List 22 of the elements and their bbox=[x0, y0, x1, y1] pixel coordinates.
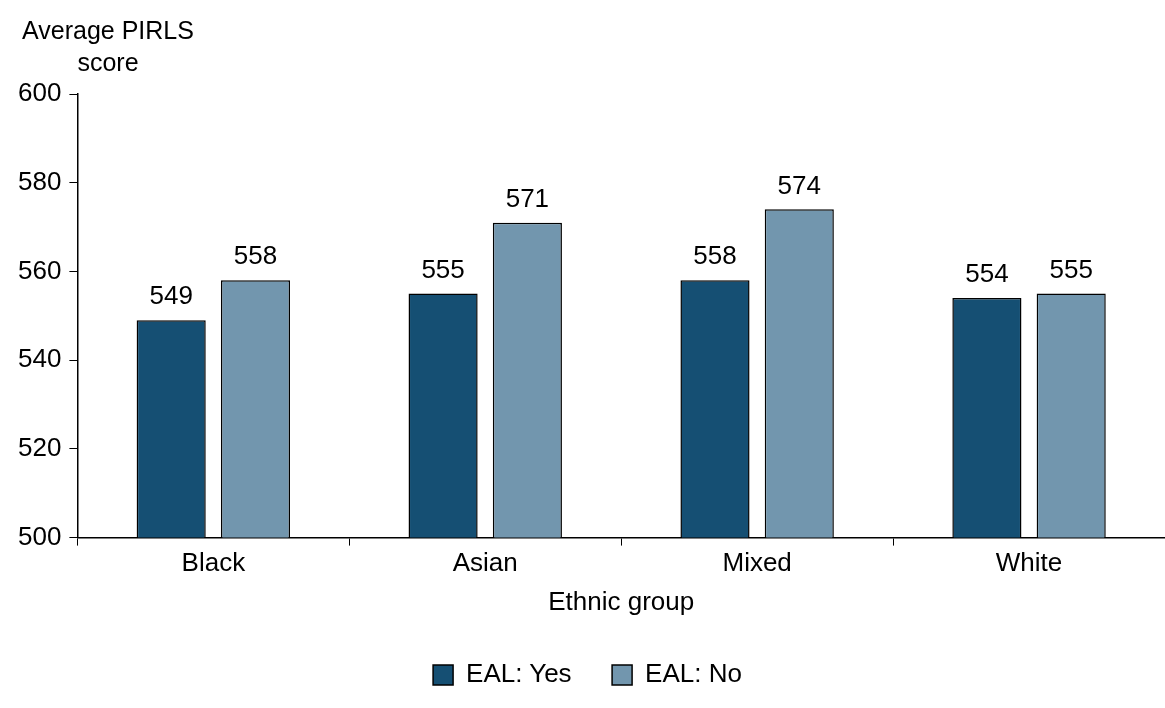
data-label: 549 bbox=[149, 280, 193, 311]
y-tick-label: 500 bbox=[17, 520, 62, 551]
x-tick-label: White bbox=[995, 547, 1063, 578]
y-tick-label: 580 bbox=[17, 165, 62, 196]
legend-label: EAL: No bbox=[645, 658, 742, 689]
y-tick-label: 520 bbox=[17, 432, 62, 463]
data-label: 558 bbox=[233, 240, 278, 271]
y-tick-label: 560 bbox=[17, 254, 62, 285]
x-tick-label: Mixed bbox=[722, 547, 792, 578]
x-axis-title: Ethnic group bbox=[548, 585, 695, 616]
data-label: 555 bbox=[421, 253, 465, 284]
data-label: 558 bbox=[693, 240, 737, 271]
data-label: 571 bbox=[505, 182, 550, 213]
x-tick-label: Asian bbox=[452, 547, 518, 578]
y-axis-title: Average PIRLS score bbox=[21, 15, 195, 78]
x-tick-label: Black bbox=[181, 547, 247, 578]
y-tick-label: 600 bbox=[17, 77, 62, 108]
data-label: 574 bbox=[777, 169, 821, 200]
data-label: 554 bbox=[965, 258, 1009, 289]
legend-label: EAL: Yes bbox=[466, 658, 572, 689]
data-label: 555 bbox=[1049, 253, 1093, 284]
y-tick-label: 540 bbox=[17, 343, 62, 374]
